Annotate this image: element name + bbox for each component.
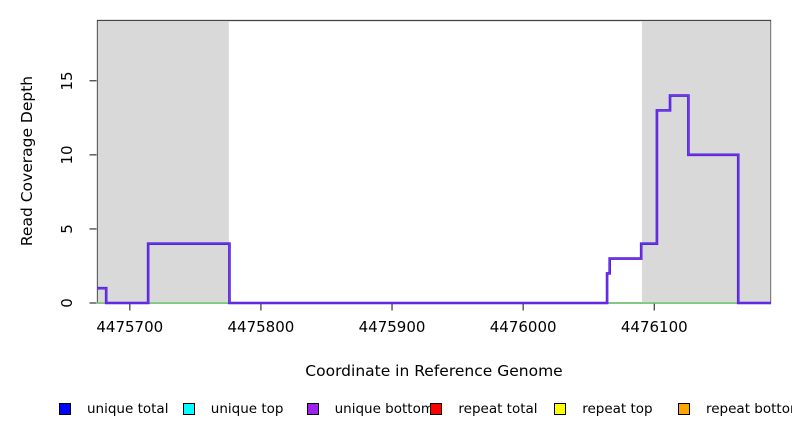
x-tick-label: 4475800 — [227, 318, 295, 336]
x-tick-label: 4476100 — [620, 318, 688, 336]
y-tick-label: 0 — [58, 298, 76, 308]
repeat-region-right — [641, 21, 771, 303]
x-axis-title: Coordinate in Reference Genome — [305, 362, 563, 380]
x-tick-label: 4475700 — [96, 318, 164, 336]
x-tick-label: 4475900 — [358, 318, 426, 336]
y-tick-label: 5 — [58, 224, 76, 234]
y-axis-title: Read Coverage Depth — [18, 75, 36, 247]
y-tick-label: 15 — [58, 71, 76, 91]
y-tick-label: 10 — [58, 145, 76, 165]
x-tick-label: 4476000 — [489, 318, 557, 336]
repeat-region-left — [97, 21, 229, 303]
coverage-line-purple — [97, 94, 771, 304]
